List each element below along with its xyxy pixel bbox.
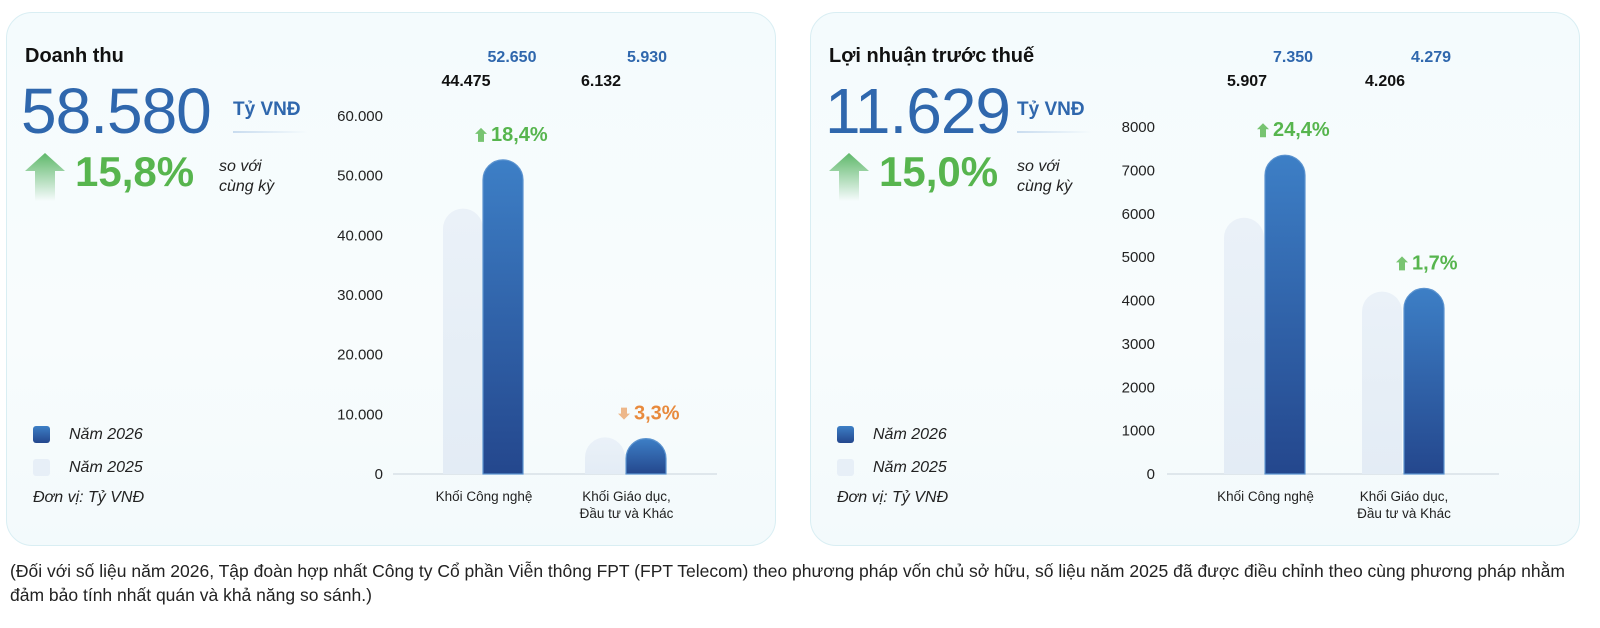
value-label-2026: 5.930 xyxy=(627,49,667,66)
growth-up-arrow-icon xyxy=(25,153,65,201)
y-tick-label: 30.000 xyxy=(337,287,383,304)
change-up-arrow-icon xyxy=(475,127,487,142)
footnote: (Đối với số liệu năm 2026, Tập đoàn hợp … xyxy=(10,561,1565,605)
legend-item-2025: Năm 2025 xyxy=(837,451,947,484)
category-label: Đầu tư và Khác xyxy=(580,506,674,521)
legend-swatch-2025 xyxy=(837,459,854,476)
profit-card: Lợi nhuận trước thuế 11.629 Tỷ VNĐ 15,0%… xyxy=(810,12,1580,546)
growth-percent: 15,8% xyxy=(75,148,195,195)
legend-item-2025: Năm 2025 xyxy=(33,451,143,484)
change-percent-label: 24,4% xyxy=(1273,119,1330,141)
card-title: Doanh thu xyxy=(25,45,124,67)
y-tick-label: 0 xyxy=(1147,466,1155,483)
bar-2026 xyxy=(625,438,667,475)
legend-swatch-2026 xyxy=(837,426,854,443)
y-tick-label: 10.000 xyxy=(337,406,383,423)
bar-2026 xyxy=(482,159,524,475)
legend-label: Năm 2025 xyxy=(69,458,143,476)
category-label: Khối Giáo dục, xyxy=(1360,489,1449,504)
card-title: Lợi nhuận trước thuế xyxy=(829,45,1035,67)
value-label-2026: 7.350 xyxy=(1273,49,1313,66)
change-up-arrow-icon xyxy=(1257,123,1269,138)
legend: Năm 2026 Năm 2025 xyxy=(33,418,143,484)
y-tick-label: 5000 xyxy=(1122,249,1155,266)
y-tick-label: 8000 xyxy=(1122,119,1155,136)
total-value: 58.580 xyxy=(21,75,212,147)
unit-note: Đơn vị: Tỷ VNĐ xyxy=(837,489,949,506)
growth-percent: 15,0% xyxy=(879,148,999,195)
value-label-2025: 5.907 xyxy=(1227,73,1267,90)
unit-label: Tỷ VNĐ xyxy=(1017,99,1085,120)
bar-2026 xyxy=(1264,154,1306,475)
change-down-arrow-icon xyxy=(618,407,630,420)
legend-swatch-2025 xyxy=(33,459,50,476)
change-up-arrow-icon xyxy=(1396,256,1408,271)
revenue-bar-chart: 0 10.000 20.000 30.000 40.000 50.000 60.000 18,… xyxy=(337,49,717,521)
bar-2026 xyxy=(1403,287,1445,475)
bar-2025 xyxy=(1224,217,1264,474)
unit-note: Đơn vị: Tỷ VNĐ xyxy=(33,489,145,506)
value-label-2026: 52.650 xyxy=(488,49,537,66)
y-tick-label: 4000 xyxy=(1122,293,1155,310)
legend-item-2026: Năm 2026 xyxy=(837,418,947,451)
value-label-2026: 4.279 xyxy=(1411,49,1451,66)
unit-label: Tỷ VNĐ xyxy=(233,99,301,120)
compare-note: so với cùng kỳ xyxy=(219,158,275,195)
profit-bar-chart: 0 1000 2000 3000 4000 5000 6000 7000 8000 24,4% 7.… xyxy=(1122,49,1499,521)
legend-swatch-2026 xyxy=(33,426,50,443)
change-percent-label: 18,4% xyxy=(491,124,548,146)
y-tick-label: 6000 xyxy=(1122,206,1155,223)
legend-label: Năm 2025 xyxy=(873,458,947,476)
bar-2025 xyxy=(585,437,625,474)
value-label-2025: 4.206 xyxy=(1365,73,1405,90)
y-tick-label: 3000 xyxy=(1122,336,1155,353)
bar-2025 xyxy=(443,208,483,474)
unit-underline xyxy=(233,131,307,133)
legend-item-2026: Năm 2026 xyxy=(33,418,143,451)
y-tick-label: 60.000 xyxy=(337,108,383,125)
category-label: Khối Công nghệ xyxy=(436,489,533,504)
y-tick-label: 1000 xyxy=(1122,423,1155,440)
y-tick-label: 7000 xyxy=(1122,162,1155,179)
bar-2025 xyxy=(1362,291,1402,474)
unit-underline xyxy=(1017,131,1091,133)
y-tick-label: 50.000 xyxy=(337,168,383,185)
legend-label: Năm 2026 xyxy=(873,425,947,443)
value-label-2025: 6.132 xyxy=(581,73,621,90)
y-tick-label: 0 xyxy=(375,466,383,483)
total-value: 11.629 xyxy=(825,75,1011,147)
legend-label: Năm 2026 xyxy=(69,425,143,443)
legend: Năm 2026 Năm 2025 xyxy=(837,418,947,484)
value-label-2025: 44.475 xyxy=(442,73,491,90)
category-label: Đầu tư và Khác xyxy=(1357,506,1451,521)
growth-up-arrow-icon xyxy=(829,153,869,201)
y-tick-label: 2000 xyxy=(1122,379,1155,396)
y-tick-label: 20.000 xyxy=(337,347,383,364)
revenue-card: Doanh thu 58.580 Tỷ VNĐ 15,8% so với cùn… xyxy=(6,12,776,546)
y-tick-label: 40.000 xyxy=(337,227,383,244)
compare-note: so với cùng kỳ xyxy=(1017,158,1073,195)
category-label: Khối Giáo dục, xyxy=(582,489,671,504)
category-label: Khối Công nghệ xyxy=(1217,489,1314,504)
change-percent-label: 3,3% xyxy=(634,403,680,425)
change-percent-label: 1,7% xyxy=(1412,252,1458,274)
